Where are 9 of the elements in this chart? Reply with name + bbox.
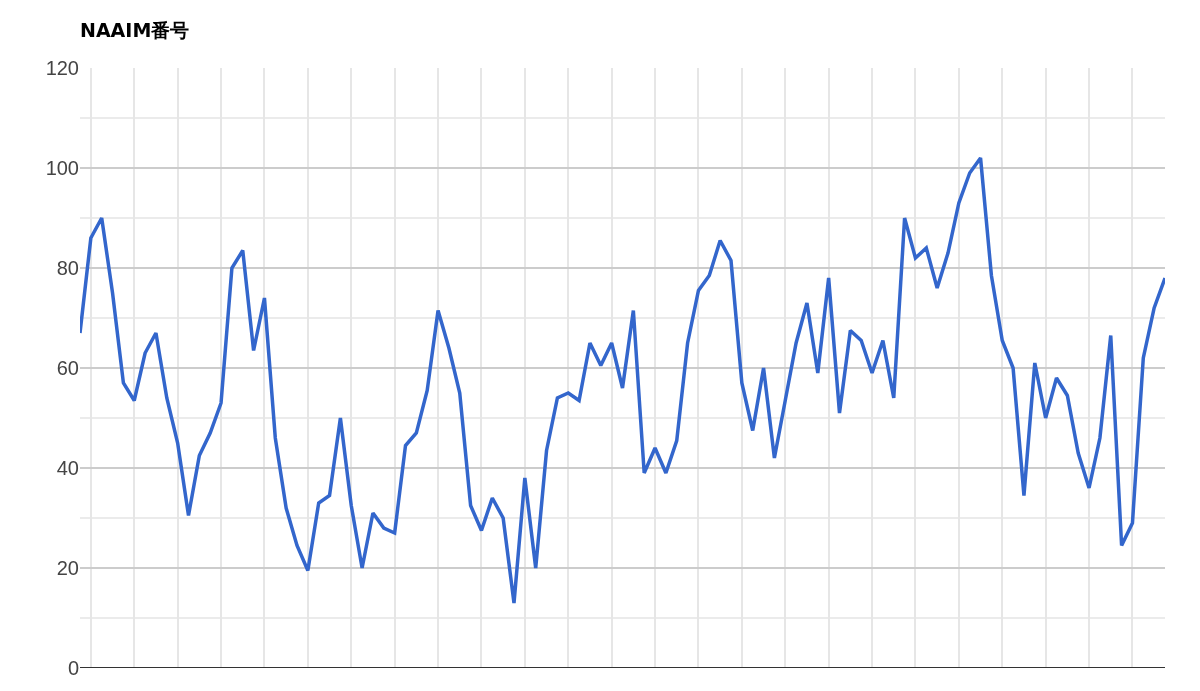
y-tick-label: 100 (45, 157, 79, 179)
y-tick-label: 120 (45, 57, 79, 79)
y-tick-label: 40 (56, 457, 79, 479)
y-tick-label: 60 (56, 357, 79, 379)
y-tick-label: 80 (56, 257, 79, 279)
y-tick-label: 20 (56, 557, 79, 579)
y-tick-label: 0 (67, 657, 79, 679)
line-series (80, 156, 1165, 605)
chart-title: NAAIM番号 (80, 19, 190, 42)
